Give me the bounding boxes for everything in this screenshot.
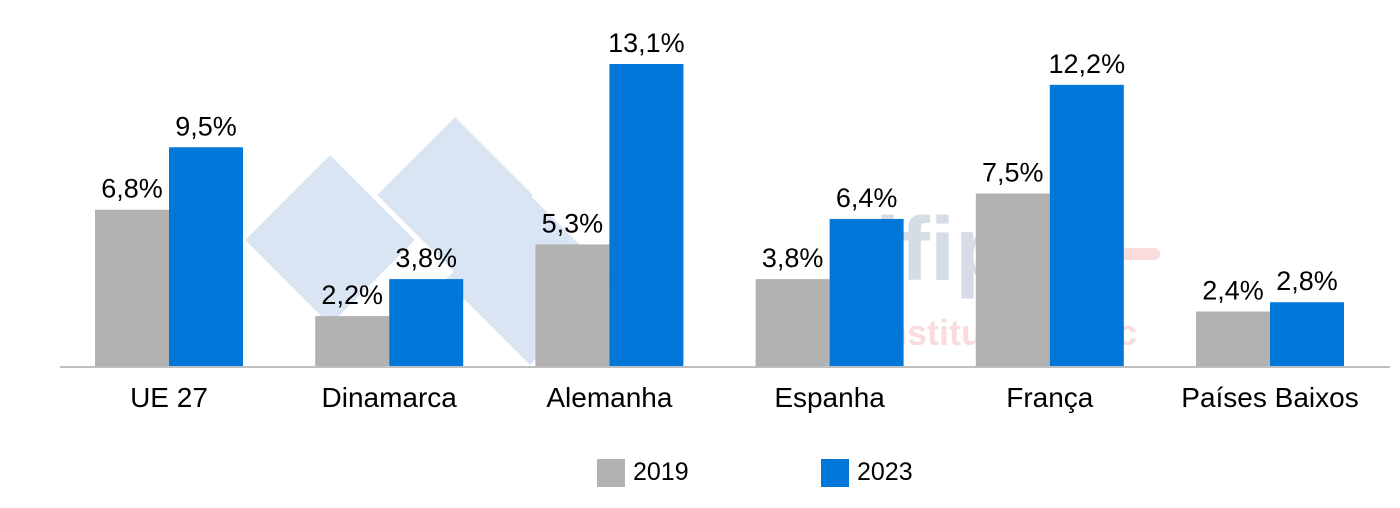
bar-2023 xyxy=(389,279,464,367)
legend-label-2023: 2023 xyxy=(857,458,913,486)
bar-2019 xyxy=(315,316,390,367)
bar-2023 xyxy=(169,147,243,367)
data-label: 3,8% xyxy=(762,243,824,273)
data-label: 2,4% xyxy=(1202,275,1264,305)
category-label: Países Baixos xyxy=(1181,382,1358,413)
data-label: 9,5% xyxy=(175,111,237,141)
data-label: 2,8% xyxy=(1276,266,1338,296)
legend-swatch-2019 xyxy=(597,458,625,487)
data-label: 3,8% xyxy=(395,243,457,273)
category-label: UE 27 xyxy=(130,382,208,413)
data-label: 12,2% xyxy=(1049,49,1126,79)
bar-2023 xyxy=(1270,302,1344,367)
category-label: Dinamarca xyxy=(322,382,458,413)
legend-item-2023: 2023 xyxy=(821,458,913,487)
category-label: Alemanha xyxy=(546,382,673,413)
legend-item-2019: 2019 xyxy=(597,458,689,487)
bar-2019 xyxy=(755,279,830,367)
data-label: 7,5% xyxy=(982,158,1044,188)
watermark-logo-diamond xyxy=(377,117,533,273)
data-label: 6,4% xyxy=(836,183,898,213)
data-label: 13,1% xyxy=(608,28,685,58)
data-label: 6,8% xyxy=(101,174,163,204)
bar-2023 xyxy=(609,64,684,367)
bar-2023 xyxy=(829,218,904,367)
bar-2019 xyxy=(1196,311,1270,367)
data-label: 2,2% xyxy=(321,280,383,310)
bar-2019 xyxy=(95,209,169,367)
category-label: França xyxy=(1006,382,1094,413)
bar-2019 xyxy=(535,244,610,367)
legend-swatch-2023 xyxy=(821,458,849,487)
legend-label-2019: 2019 xyxy=(633,458,689,486)
data-label: 5,3% xyxy=(542,208,604,238)
category-label: Espanha xyxy=(774,382,885,413)
bar-2023 xyxy=(1049,84,1124,367)
bar-2019 xyxy=(975,193,1050,367)
